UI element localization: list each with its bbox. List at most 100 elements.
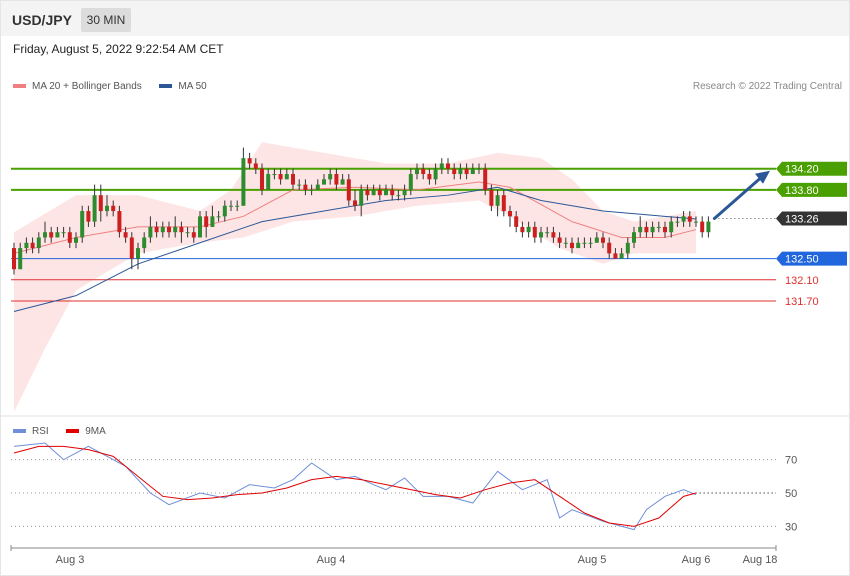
candle-body xyxy=(607,242,612,254)
candle-body xyxy=(594,237,599,243)
candle-body xyxy=(371,189,376,196)
candle-body xyxy=(359,189,364,206)
candle-body xyxy=(681,216,686,222)
x-tick-label: Aug 18 xyxy=(743,554,778,566)
level-value-132.50: 132.50 xyxy=(785,254,819,266)
candle-body xyxy=(303,184,308,190)
candle-body xyxy=(706,221,711,233)
candle-body xyxy=(576,242,581,249)
candle-body xyxy=(346,179,351,201)
candle-body xyxy=(545,232,550,234)
rsi-tick-30: 30 xyxy=(785,521,797,533)
ma20-swatch xyxy=(13,84,26,89)
candle-body xyxy=(253,163,258,169)
candle-body xyxy=(18,248,23,270)
candle-body xyxy=(601,237,605,243)
candle-body xyxy=(105,205,109,212)
candle-body xyxy=(613,253,618,259)
candle-body xyxy=(241,158,246,206)
candle-body xyxy=(508,211,512,217)
candle-body xyxy=(539,232,543,238)
candle-body xyxy=(111,205,116,212)
rsi-tick-50: 50 xyxy=(785,488,797,500)
candle-body xyxy=(675,221,680,223)
candle-body xyxy=(334,174,339,185)
bollinger-band-area xyxy=(14,142,696,412)
candle-body xyxy=(619,253,624,259)
candle-body xyxy=(402,189,407,196)
ma50-swatch xyxy=(159,84,173,89)
candle-body xyxy=(173,226,178,233)
candle-body xyxy=(501,195,506,212)
level-tag-134.20 xyxy=(776,161,847,176)
candle-body xyxy=(520,226,525,233)
candle-body xyxy=(98,195,103,212)
timestamp: Friday, August 5, 2022 9:22:54 AM CET xyxy=(13,42,224,56)
x-tick-label: Aug 3 xyxy=(56,554,85,566)
candle-body xyxy=(650,226,655,233)
symbol-label: USD/JPY xyxy=(12,12,72,28)
candle-body xyxy=(470,168,475,175)
candle-body xyxy=(235,205,240,207)
candle-body xyxy=(532,226,537,238)
ma9-swatch xyxy=(66,429,80,434)
candle-body xyxy=(377,189,382,196)
candle-body xyxy=(570,242,574,249)
candle-body xyxy=(427,174,432,180)
candle-body xyxy=(43,232,47,238)
candle-body xyxy=(297,184,302,186)
candle-body xyxy=(179,226,184,233)
forecast-arrow-head xyxy=(755,170,770,184)
9ma-line xyxy=(13,445,697,527)
candle-body xyxy=(563,242,568,244)
candle-body xyxy=(284,174,289,180)
candle-body xyxy=(136,248,140,259)
candle-body xyxy=(36,237,41,249)
candle-body xyxy=(483,168,488,190)
candle-body xyxy=(142,237,147,249)
x-tick-label: Aug 4 xyxy=(317,554,346,566)
candle-body xyxy=(477,168,481,170)
candle-body xyxy=(167,226,171,233)
ma20-legend-label: MA 20 + Bollinger Bands xyxy=(32,81,142,92)
candle-body xyxy=(61,232,66,234)
x-tick-label: Aug 6 xyxy=(682,554,711,566)
candle-body xyxy=(446,163,450,169)
candle-body xyxy=(12,248,16,270)
candle-body xyxy=(700,221,705,233)
candle-body xyxy=(229,205,233,207)
candle-body xyxy=(322,179,326,185)
timeframe-button[interactable]: 30 MIN xyxy=(81,8,131,32)
candle-body xyxy=(67,232,72,243)
candle-body xyxy=(458,168,463,175)
rsi-line xyxy=(13,442,697,531)
candle-body xyxy=(687,216,692,222)
level-value-133.80: 133.80 xyxy=(785,185,819,197)
candle-body xyxy=(266,174,271,190)
candle-body xyxy=(222,205,227,217)
candle-body xyxy=(625,242,630,254)
candle-body xyxy=(191,232,196,238)
candle-body xyxy=(185,232,190,234)
candle-body xyxy=(74,237,78,243)
candle-body xyxy=(129,237,134,259)
ma9-legend-label: 9MA xyxy=(85,426,106,437)
candle-body xyxy=(30,242,35,249)
candle-body xyxy=(353,200,357,206)
level-value-132.10: 132.10 xyxy=(785,275,819,287)
candle-body xyxy=(489,189,494,206)
candle-body xyxy=(526,226,531,233)
candle-body xyxy=(117,211,122,233)
rsi-tick-70: 70 xyxy=(785,455,797,467)
candle-body xyxy=(148,226,153,238)
candle-body xyxy=(557,237,562,243)
candle-body xyxy=(49,232,54,238)
credit-text: Research © 2022 Trading Central xyxy=(692,81,842,92)
candle-body xyxy=(216,216,221,218)
level-value-134.20: 134.20 xyxy=(785,164,819,176)
candle-body xyxy=(514,216,519,227)
candle-body xyxy=(396,195,401,197)
candle-body xyxy=(204,216,209,227)
